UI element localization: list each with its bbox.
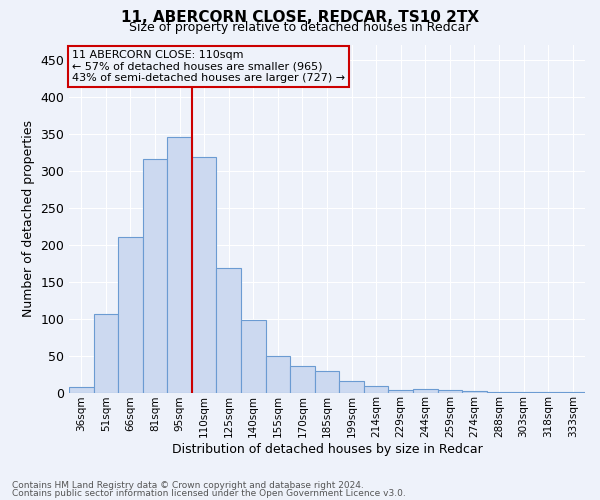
Bar [339, 380, 364, 392]
Bar [315, 371, 339, 392]
Bar [192, 156, 217, 392]
Text: Size of property relative to detached houses in Redcar: Size of property relative to detached ho… [129, 22, 471, 35]
Bar [69, 388, 94, 392]
Text: Contains HM Land Registry data © Crown copyright and database right 2024.: Contains HM Land Registry data © Crown c… [12, 481, 364, 490]
Bar [290, 366, 315, 392]
Text: 11 ABERCORN CLOSE: 110sqm
← 57% of detached houses are smaller (965)
43% of semi: 11 ABERCORN CLOSE: 110sqm ← 57% of detac… [71, 50, 345, 84]
Y-axis label: Number of detached properties: Number of detached properties [22, 120, 35, 318]
Bar [167, 138, 192, 392]
Bar [143, 159, 167, 392]
Bar [413, 389, 437, 392]
Bar [94, 314, 118, 392]
Bar [217, 268, 241, 392]
Bar [118, 237, 143, 392]
X-axis label: Distribution of detached houses by size in Redcar: Distribution of detached houses by size … [172, 443, 482, 456]
Text: 11, ABERCORN CLOSE, REDCAR, TS10 2TX: 11, ABERCORN CLOSE, REDCAR, TS10 2TX [121, 10, 479, 25]
Bar [364, 386, 388, 392]
Bar [437, 390, 462, 392]
Bar [388, 390, 413, 392]
Text: Contains public sector information licensed under the Open Government Licence v3: Contains public sector information licen… [12, 488, 406, 498]
Bar [241, 320, 266, 392]
Bar [462, 391, 487, 392]
Bar [266, 356, 290, 393]
